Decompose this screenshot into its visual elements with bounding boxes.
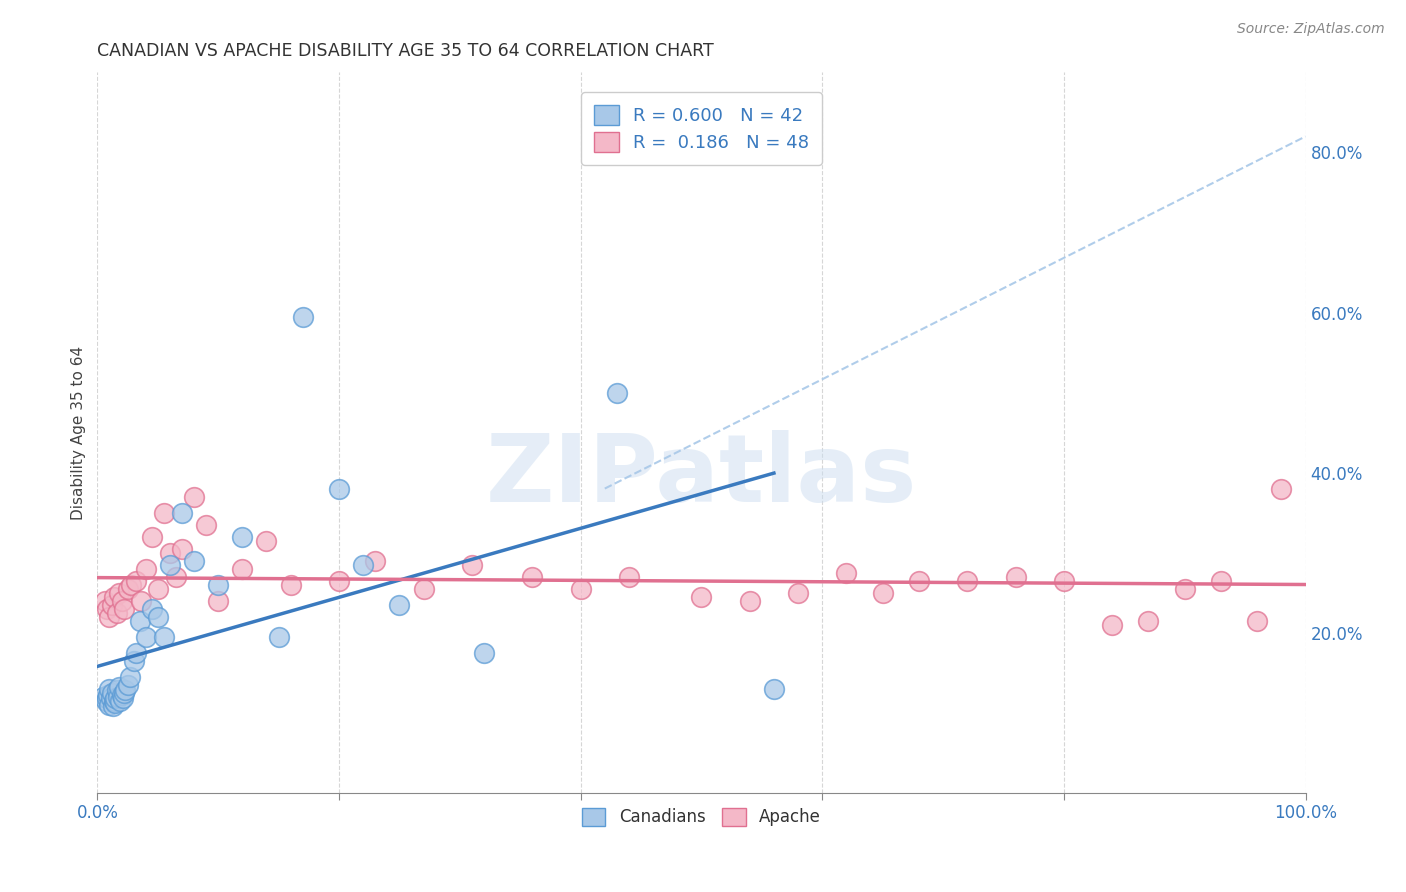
Point bbox=[110, 593, 132, 607]
Point bbox=[135, 630, 157, 644]
Point bbox=[96, 601, 118, 615]
Point bbox=[94, 693, 117, 707]
Point bbox=[96, 691, 118, 706]
Point bbox=[135, 561, 157, 575]
Point bbox=[98, 681, 121, 696]
Point bbox=[110, 693, 132, 707]
Point bbox=[153, 506, 176, 520]
Point bbox=[352, 558, 374, 572]
Point bbox=[1053, 574, 1076, 588]
Point bbox=[231, 561, 253, 575]
Point bbox=[170, 506, 193, 520]
Point bbox=[103, 590, 125, 604]
Point bbox=[159, 558, 181, 572]
Point bbox=[98, 609, 121, 624]
Point bbox=[956, 574, 979, 588]
Point bbox=[117, 582, 139, 596]
Point bbox=[107, 690, 129, 704]
Point bbox=[110, 688, 132, 702]
Point bbox=[195, 517, 218, 532]
Point bbox=[165, 569, 187, 583]
Point bbox=[101, 699, 124, 714]
Point bbox=[207, 593, 229, 607]
Point bbox=[103, 693, 125, 707]
Point bbox=[183, 553, 205, 567]
Point bbox=[787, 585, 810, 599]
Point bbox=[207, 577, 229, 591]
Point bbox=[141, 601, 163, 615]
Point bbox=[606, 385, 628, 400]
Point bbox=[93, 593, 115, 607]
Point bbox=[388, 598, 411, 612]
Point bbox=[93, 690, 115, 704]
Point bbox=[122, 654, 145, 668]
Point bbox=[364, 553, 387, 567]
Text: Source: ZipAtlas.com: Source: ZipAtlas.com bbox=[1237, 22, 1385, 37]
Point bbox=[125, 646, 148, 660]
Point bbox=[872, 585, 894, 599]
Point bbox=[738, 593, 761, 607]
Point bbox=[141, 530, 163, 544]
Point bbox=[1174, 582, 1197, 596]
Point bbox=[328, 482, 350, 496]
Point bbox=[267, 630, 290, 644]
Point bbox=[231, 530, 253, 544]
Point bbox=[690, 590, 713, 604]
Point bbox=[108, 585, 131, 599]
Point bbox=[111, 691, 134, 706]
Point bbox=[114, 683, 136, 698]
Text: ZIPatlas: ZIPatlas bbox=[485, 430, 917, 522]
Point bbox=[153, 630, 176, 644]
Point bbox=[128, 614, 150, 628]
Point bbox=[291, 310, 314, 324]
Point bbox=[1270, 482, 1292, 496]
Point bbox=[835, 566, 858, 580]
Point bbox=[1004, 569, 1026, 583]
Point bbox=[280, 577, 302, 591]
Point bbox=[146, 609, 169, 624]
Point bbox=[461, 558, 484, 572]
Point bbox=[98, 698, 121, 712]
Point bbox=[104, 691, 127, 706]
Point bbox=[105, 606, 128, 620]
Point bbox=[125, 574, 148, 588]
Point bbox=[183, 490, 205, 504]
Y-axis label: Disability Age 35 to 64: Disability Age 35 to 64 bbox=[72, 345, 86, 520]
Point bbox=[117, 678, 139, 692]
Point bbox=[256, 533, 278, 548]
Point bbox=[112, 685, 135, 699]
Point bbox=[908, 574, 931, 588]
Point bbox=[120, 577, 142, 591]
Legend: Canadians, Apache: Canadians, Apache bbox=[574, 799, 830, 835]
Point bbox=[159, 545, 181, 559]
Point bbox=[762, 681, 785, 696]
Point bbox=[146, 582, 169, 596]
Point bbox=[129, 593, 152, 607]
Point bbox=[112, 601, 135, 615]
Point bbox=[101, 598, 124, 612]
Point bbox=[108, 680, 131, 694]
Point bbox=[118, 670, 141, 684]
Point bbox=[1209, 574, 1232, 588]
Point bbox=[472, 646, 495, 660]
Point bbox=[522, 569, 544, 583]
Point bbox=[1246, 614, 1268, 628]
Point bbox=[617, 569, 640, 583]
Point bbox=[101, 685, 124, 699]
Text: CANADIAN VS APACHE DISABILITY AGE 35 TO 64 CORRELATION CHART: CANADIAN VS APACHE DISABILITY AGE 35 TO … bbox=[97, 42, 714, 60]
Point bbox=[1101, 617, 1123, 632]
Point bbox=[97, 688, 120, 702]
Point bbox=[412, 582, 434, 596]
Point bbox=[1137, 614, 1160, 628]
Point bbox=[100, 691, 122, 706]
Point bbox=[170, 541, 193, 556]
Point bbox=[328, 574, 350, 588]
Point bbox=[105, 683, 128, 698]
Point bbox=[104, 696, 127, 710]
Point bbox=[569, 582, 592, 596]
